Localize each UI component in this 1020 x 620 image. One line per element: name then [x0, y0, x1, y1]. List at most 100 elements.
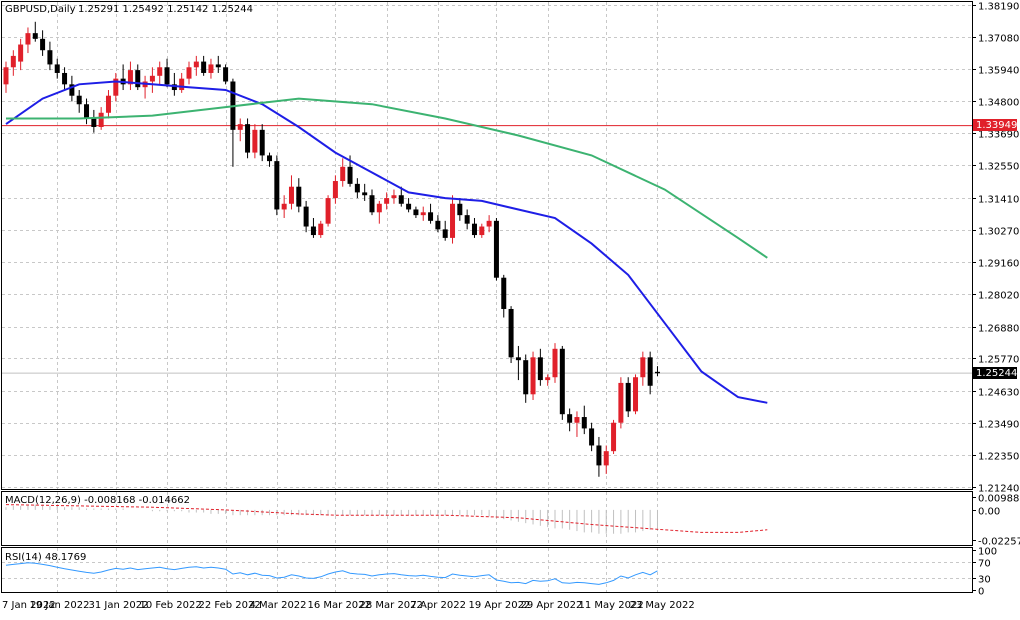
candle-body — [501, 277, 507, 309]
candle-body — [267, 155, 273, 162]
candle-body — [545, 377, 551, 381]
x-tick-label: 19 Apr 2022 — [469, 600, 531, 611]
candle-body — [486, 220, 492, 227]
candle-body — [654, 371, 660, 374]
rsi-y-tick-label: 100 — [978, 547, 997, 558]
candle-body — [362, 192, 368, 196]
ohlc-label: 1.25291 1.25492 1.25142 1.25244 — [78, 4, 253, 15]
candle-body — [450, 203, 456, 238]
candle-body — [567, 414, 573, 423]
candle-body — [471, 223, 477, 236]
y-tick-label: 1.25770 — [978, 355, 1019, 366]
y-tick-label: 1.28020 — [978, 291, 1019, 302]
candle-body — [193, 61, 199, 68]
y-tick-label: 1.29160 — [978, 259, 1019, 270]
candle-body — [508, 308, 514, 358]
candle-body — [25, 33, 31, 45]
candle-body — [164, 67, 170, 85]
x-tick-label: 19 Jan 2022 — [30, 600, 90, 611]
main-panel-frame — [1, 1, 973, 490]
candle-body — [376, 203, 382, 213]
candle-body — [47, 50, 53, 65]
candle-body — [281, 203, 287, 210]
candle-body — [40, 38, 46, 51]
candle-body — [208, 64, 214, 73]
candle-body — [559, 348, 565, 415]
macd-y-tick-label: 0.009882 — [978, 494, 1020, 505]
hline-value: 1.33949 — [976, 120, 1017, 131]
hline-tag — [973, 119, 1017, 131]
y-tick-label: 1.24630 — [978, 388, 1019, 399]
rsi-y-tick-label: 0 — [978, 587, 984, 598]
candle-body — [603, 451, 609, 466]
candle-body — [428, 212, 434, 221]
candle-body — [457, 203, 463, 216]
x-tick-label: 28 Mar 2022 — [360, 600, 423, 611]
x-tick-label: 31 Jan 2022 — [89, 600, 149, 611]
y-tick-label: 1.34800 — [978, 98, 1019, 109]
rsi-y-tick-label: 30 — [978, 575, 991, 586]
candle-body — [32, 33, 38, 39]
candle-body — [54, 64, 60, 73]
y-tick-label: 1.35940 — [978, 66, 1019, 77]
candle-body — [325, 198, 331, 224]
candle-body — [625, 382, 631, 412]
candle-body — [413, 209, 419, 216]
x-tick-label: 10 Feb 2022 — [140, 600, 202, 611]
macd-signal-line — [5, 504, 768, 533]
x-tick-label: 29 Apr 2022 — [521, 600, 583, 611]
candle-body — [201, 61, 207, 73]
rsi-line — [5, 562, 658, 585]
candle-body — [647, 357, 653, 386]
candle-body — [113, 78, 119, 96]
y-tick-label: 1.23490 — [978, 420, 1019, 431]
ma_slow-line — [6, 97, 768, 259]
x-tick-label: 7 Apr 2022 — [411, 600, 466, 611]
candle-body — [318, 223, 324, 236]
candle-body — [179, 78, 185, 91]
ma_fast-line — [5, 80, 768, 404]
macd-y-tick-label: -0.022574 — [978, 537, 1020, 548]
symbol-label: GBPUSD,Daily — [5, 4, 76, 15]
candle-body — [149, 75, 155, 82]
candle-body — [523, 360, 529, 395]
candle-body — [223, 67, 229, 82]
macd-panel-frame — [1, 491, 973, 546]
candle-body — [442, 229, 448, 238]
candle-body — [252, 129, 258, 153]
candle-body — [537, 357, 543, 381]
x-tick-label: 23 May 2022 — [630, 600, 695, 611]
candle-body — [596, 445, 602, 466]
candle-body — [84, 104, 90, 119]
candle-body — [633, 377, 639, 412]
candle-body — [296, 186, 302, 207]
candle-body — [105, 95, 111, 113]
price-tag — [973, 367, 1017, 379]
candle-body — [611, 422, 617, 452]
candle-body — [69, 84, 75, 96]
candle-body — [589, 428, 595, 446]
candle-body — [288, 186, 294, 204]
rsi-title: RSI(14) 48.1769 — [5, 552, 86, 563]
candle-body — [135, 70, 141, 88]
candle-body — [157, 67, 163, 76]
macd-y-tick-label: 0.00 — [978, 507, 1000, 518]
candle-body — [340, 166, 346, 182]
candle-body — [354, 183, 360, 193]
candle-body — [310, 226, 316, 236]
candle-body — [3, 67, 9, 85]
x-tick-label: 4 Mar 2022 — [250, 600, 307, 611]
candle-body — [640, 357, 646, 378]
candle-body — [574, 417, 580, 423]
candle-body — [479, 226, 485, 236]
x-tick-label: 11 May 2022 — [579, 600, 644, 611]
candle-body — [332, 181, 338, 199]
y-tick-label: 1.26880 — [978, 324, 1019, 335]
y-tick-label: 1.32550 — [978, 162, 1019, 173]
candle-body — [171, 84, 177, 91]
candle-body — [515, 357, 521, 361]
candle-body — [493, 220, 499, 278]
candle-body — [347, 166, 353, 184]
